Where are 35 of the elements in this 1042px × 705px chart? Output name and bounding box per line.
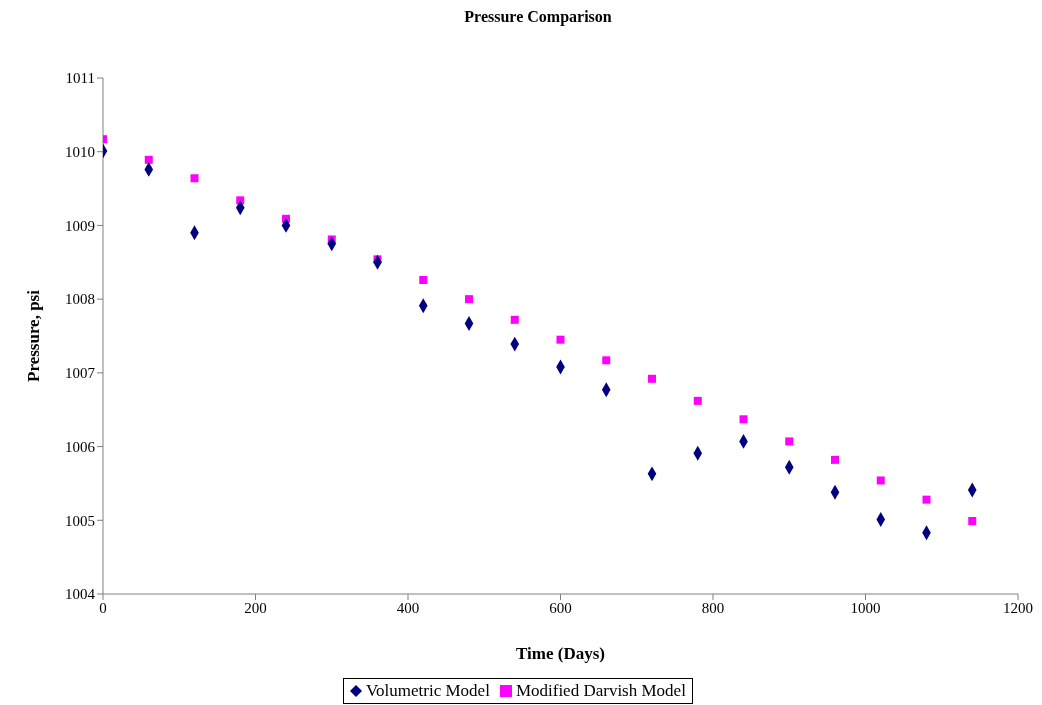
point [831, 455, 839, 464]
y-axis-title: Pressure, psi [24, 289, 44, 382]
x-tick-label: 200 [244, 599, 267, 616]
point [602, 356, 611, 365]
x-tick-label: 800 [701, 599, 725, 616]
point [922, 495, 931, 504]
y-tick-label: 1009 [65, 217, 95, 234]
y-tick-label: 1006 [65, 438, 96, 455]
legend-label: Modified Darvish Model [515, 681, 686, 701]
point [419, 275, 428, 284]
point [465, 295, 473, 304]
point [968, 517, 977, 526]
x-tick-label: 1200 [1003, 599, 1033, 616]
x-tick-label: 600 [549, 599, 572, 616]
x-axis-title: Time (Days) [516, 644, 605, 663]
point [739, 415, 748, 424]
y-tick-label: 1010 [65, 144, 95, 161]
y-tick-label: 1008 [65, 291, 95, 308]
point [556, 335, 565, 344]
y-tick-label: 1011 [65, 70, 95, 87]
point [785, 437, 794, 446]
point [144, 155, 153, 164]
point [876, 476, 885, 485]
x-tick-label: 0 [99, 599, 107, 616]
point [648, 374, 656, 383]
y-tick-label: 1004 [65, 586, 96, 603]
y-tick-label: 1007 [65, 365, 96, 382]
legend-label: Volumetric Model [366, 681, 490, 701]
chart-title: Pressure Comparison [463, 8, 613, 26]
point [190, 174, 199, 183]
y-tick-label: 1005 [65, 512, 95, 529]
x-tick-label: 1000 [850, 599, 881, 616]
point [510, 315, 519, 324]
x-tick-label: 400 [396, 599, 420, 616]
point [693, 396, 702, 405]
